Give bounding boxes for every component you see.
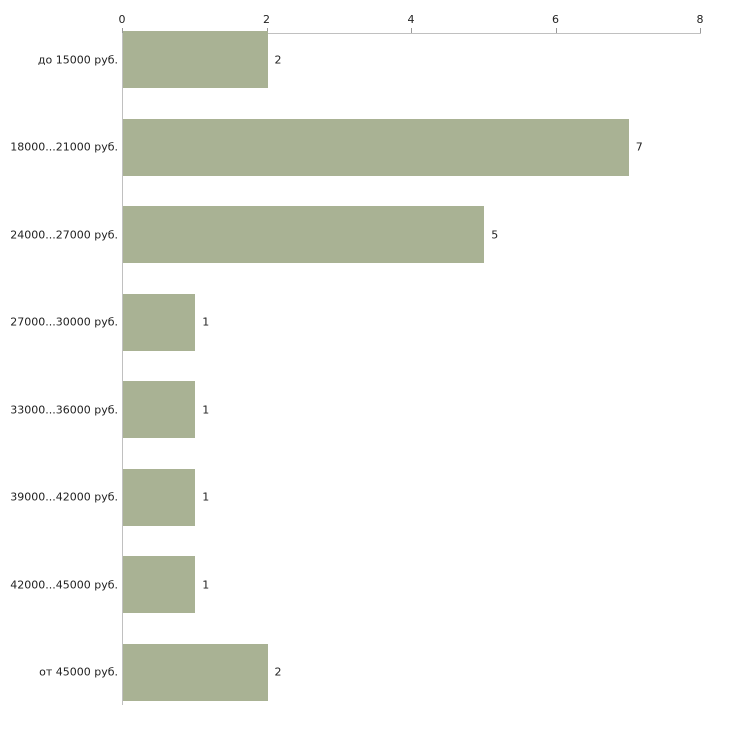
bar-value-label: 1 xyxy=(202,403,210,416)
category-label: 18000...21000 руб. xyxy=(10,140,118,154)
bar-value-label: 2 xyxy=(274,53,282,66)
bar-value-label: 2 xyxy=(274,665,282,679)
bar xyxy=(123,31,268,88)
bar-value-label: 1 xyxy=(202,315,210,329)
bar-value-label: 1 xyxy=(202,490,210,504)
category-label: 39000...42000 руб. xyxy=(10,490,118,504)
y-axis-line xyxy=(122,33,123,705)
x-tick-mark xyxy=(266,28,268,33)
x-tick-mark xyxy=(122,28,123,33)
x-axis-line xyxy=(122,33,701,34)
bar xyxy=(123,643,268,701)
bar-value-label: 7 xyxy=(635,140,643,154)
bar-value-label: 1 xyxy=(202,578,210,591)
x-tick-label: 0 xyxy=(118,13,126,26)
bar xyxy=(123,556,196,613)
x-tick-label: 6 xyxy=(552,13,559,26)
bar xyxy=(123,118,629,176)
category-label: 33000...36000 руб. xyxy=(10,403,118,416)
category-label: до 15000 руб. xyxy=(37,53,118,66)
x-tick-label: 2 xyxy=(263,13,270,26)
x-tick-label: 8 xyxy=(696,13,704,26)
bar-value-label: 5 xyxy=(491,228,499,241)
bar xyxy=(123,293,196,351)
bar xyxy=(123,381,196,438)
x-tick-mark xyxy=(555,28,557,33)
category-label: 27000...30000 руб. xyxy=(10,315,118,329)
category-label: от 45000 руб. xyxy=(39,665,118,679)
category-label: 24000...27000 руб. xyxy=(10,228,118,241)
x-tick-mark xyxy=(411,28,412,33)
bar xyxy=(123,206,485,263)
bar xyxy=(123,468,196,526)
x-tick-label: 4 xyxy=(407,13,415,26)
category-label: 42000...45000 руб. xyxy=(10,578,118,591)
x-tick-mark xyxy=(700,28,701,33)
